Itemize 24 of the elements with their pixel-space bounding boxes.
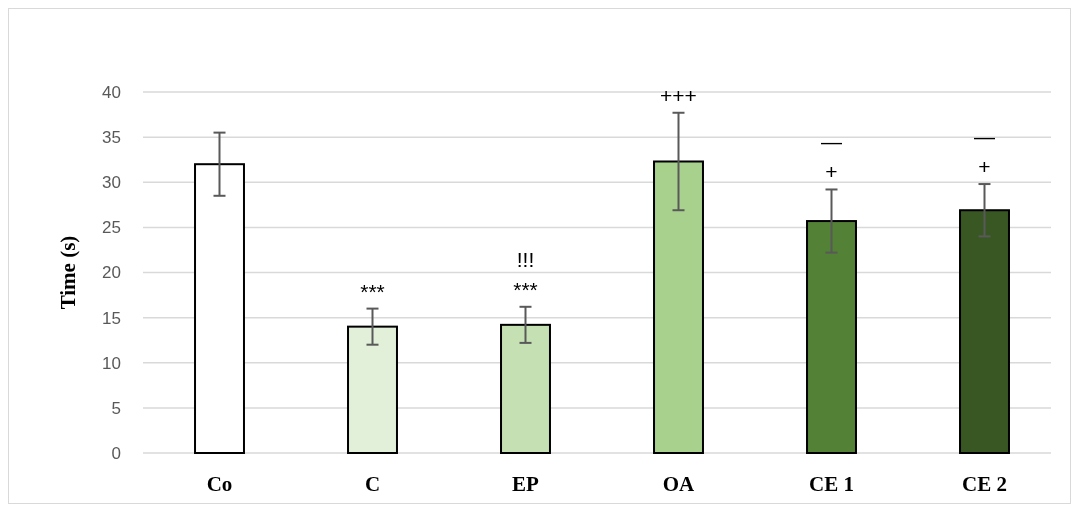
x-tick-label: C [364,472,381,496]
annotation: !!! [516,247,535,271]
y-axis-title: Time (s) [56,235,80,310]
y-tick-label: 30 [102,173,121,193]
annotation: + [825,160,838,184]
y-tick-label: 20 [102,263,121,283]
x-tick-label: EP [512,472,540,496]
y-tick-label: 35 [102,128,121,148]
y-tick-label: 15 [102,308,121,328]
annotation: *** [360,279,385,303]
y-tick-label: 0 [111,443,121,463]
annotation: — [974,125,995,149]
annotation: *** [513,277,538,301]
x-tick-label: Co [206,472,233,496]
y-tick-label: 10 [102,353,121,373]
y-tick-label: 25 [102,218,121,238]
y-tick-label: 40 [102,82,121,102]
annotation: — [821,130,842,154]
x-tick-label: CE 1 [809,472,854,496]
annotation: + [978,155,991,179]
x-tick-label: CE 2 [962,472,1007,496]
annotation: +++ [660,83,697,107]
y-tick-label: 5 [111,398,121,418]
x-tick-label: OA [662,472,696,496]
